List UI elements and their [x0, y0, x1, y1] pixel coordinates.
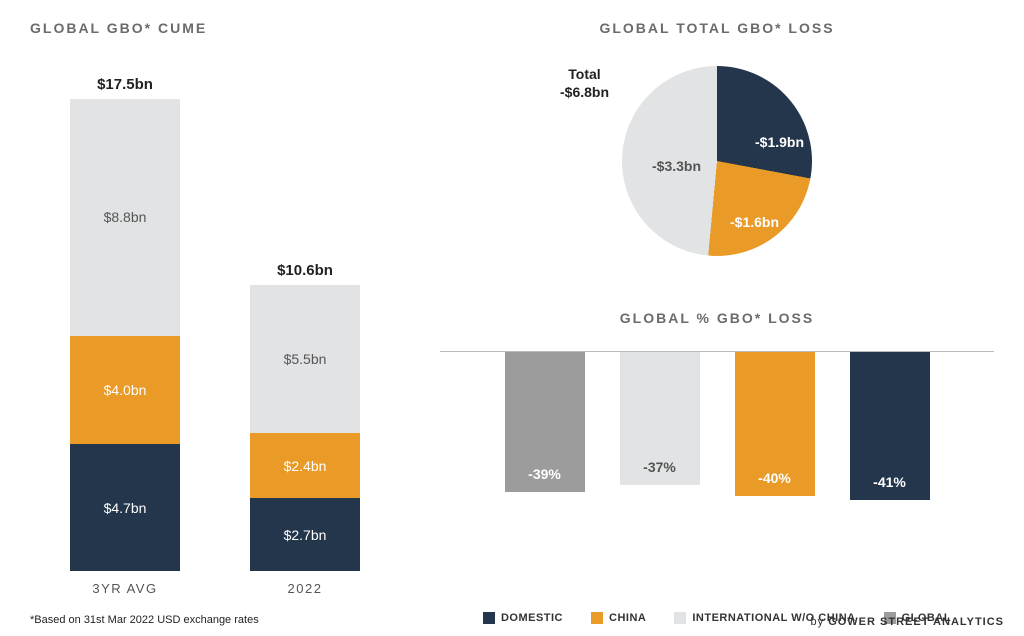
bar-category-label: 3YR AVG	[92, 581, 157, 596]
legend-item: CHINA	[591, 612, 646, 624]
legend-swatch	[483, 612, 495, 624]
bar-segment-china: $4.0bn	[70, 336, 180, 444]
loss-bar-domestic: -41%	[850, 352, 930, 500]
stacked-bar-chart: $17.5bn $4.7bn$4.0bn$8.8bn 3YR AVG $10.6…	[30, 61, 400, 604]
right-panel: GLOBAL TOTAL GBO* LOSS Total-$6.8bn -$1.…	[440, 20, 994, 626]
attribution-brand: GOWER STREET ANALYTICS	[828, 616, 1004, 628]
stacked-bar: $2.7bn$2.4bn$5.5bn	[250, 285, 360, 571]
legend-swatch	[591, 612, 603, 624]
cume-title: GLOBAL GBO* CUME	[30, 20, 400, 36]
stacked-bar-col: $10.6bn $2.7bn$2.4bn$5.5bn 2022	[250, 262, 360, 596]
bar-segment-intl: $5.5bn	[250, 285, 360, 434]
bar-category-label: 2022	[288, 581, 323, 596]
stacked-bar-col: $17.5bn $4.7bn$4.0bn$8.8bn 3YR AVG	[70, 76, 180, 596]
loss-bar-col: -41%	[850, 352, 930, 594]
attribution-by: by	[811, 616, 825, 628]
pie-circle	[622, 66, 812, 256]
dashboard: GLOBAL GBO* CUME $17.5bn $4.7bn$4.0bn$8.…	[0, 0, 1024, 636]
pie-chart: -$1.9bn -$1.6bn -$3.3bn	[622, 66, 812, 256]
loss-panel: GLOBAL % GBO* LOSS -39% -37% -40% -41% DOME…	[440, 310, 994, 626]
bar-total-label: $17.5bn	[97, 76, 153, 93]
legend-label: DOMESTIC	[501, 612, 563, 624]
bar-segment-domestic: $4.7bn	[70, 444, 180, 571]
loss-bar-col: -40%	[735, 352, 815, 594]
pie-total-label: Total-$6.8bn	[560, 65, 609, 101]
loss-bar-china: -40%	[735, 352, 815, 496]
bar-segment-china: $2.4bn	[250, 433, 360, 498]
loss-bar-global: -39%	[505, 352, 585, 492]
legend-swatch	[674, 612, 686, 624]
loss-bars-row: -39% -37% -40% -41%	[440, 352, 994, 594]
loss-bar-col: -37%	[620, 352, 700, 594]
loss-bar-intl: -37%	[620, 352, 700, 485]
loss-title: GLOBAL % GBO* LOSS	[440, 310, 994, 326]
footnote: *Based on 31st Mar 2022 USD exchange rat…	[30, 614, 400, 626]
loss-bar-chart: -39% -37% -40% -41%	[440, 351, 994, 594]
legend-item: DOMESTIC	[483, 612, 563, 624]
legend-label: CHINA	[609, 612, 646, 624]
bar-total-label: $10.6bn	[277, 262, 333, 279]
attribution: by GOWER STREET ANALYTICS	[811, 616, 1005, 628]
bar-segment-domestic: $2.7bn	[250, 498, 360, 571]
pie-panel: GLOBAL TOTAL GBO* LOSS Total-$6.8bn -$1.…	[440, 20, 994, 300]
loss-bar-col: -39%	[505, 352, 585, 594]
pie-title: GLOBAL TOTAL GBO* LOSS	[440, 20, 994, 36]
stacked-bar: $4.7bn$4.0bn$8.8bn	[70, 99, 180, 571]
cume-panel: GLOBAL GBO* CUME $17.5bn $4.7bn$4.0bn$8.…	[30, 20, 400, 626]
bar-segment-intl: $8.8bn	[70, 99, 180, 337]
